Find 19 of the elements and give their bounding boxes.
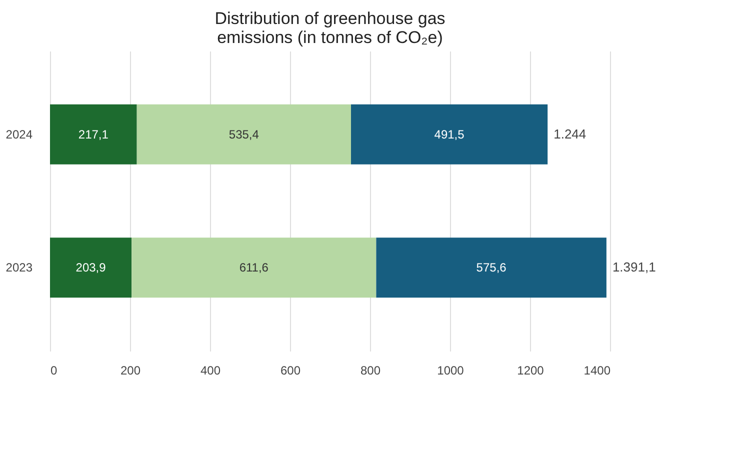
data-label: 611,6 (239, 260, 269, 275)
total-label: 1.244 (554, 126, 586, 142)
data-label: 203,9 (76, 260, 106, 275)
x-tick-label: 400 (200, 364, 221, 378)
chart-title: Distribution of greenhouse gas emissions (in tonnes of CO₂e) (214, 9, 446, 47)
x-tick-label: 1400 (584, 364, 611, 378)
x-tick-label: 1000 (437, 364, 464, 378)
total-label: 1.391,1 (612, 260, 656, 275)
x-tick-label: 1200 (517, 364, 544, 378)
y-tick-label: 2024 (6, 127, 33, 142)
x-tick-label: 800 (360, 364, 381, 378)
data-label: 575,6 (476, 260, 507, 275)
data-label: 535,4 (228, 127, 260, 142)
x-tick-label: 200 (120, 364, 141, 378)
data-label: 217,1 (78, 127, 109, 142)
x-tick-label: 600 (280, 364, 301, 378)
x-tick-label: 0 (50, 364, 58, 378)
data-label: 491,5 (434, 127, 465, 142)
y-tick-label: 2023 (6, 260, 33, 275)
